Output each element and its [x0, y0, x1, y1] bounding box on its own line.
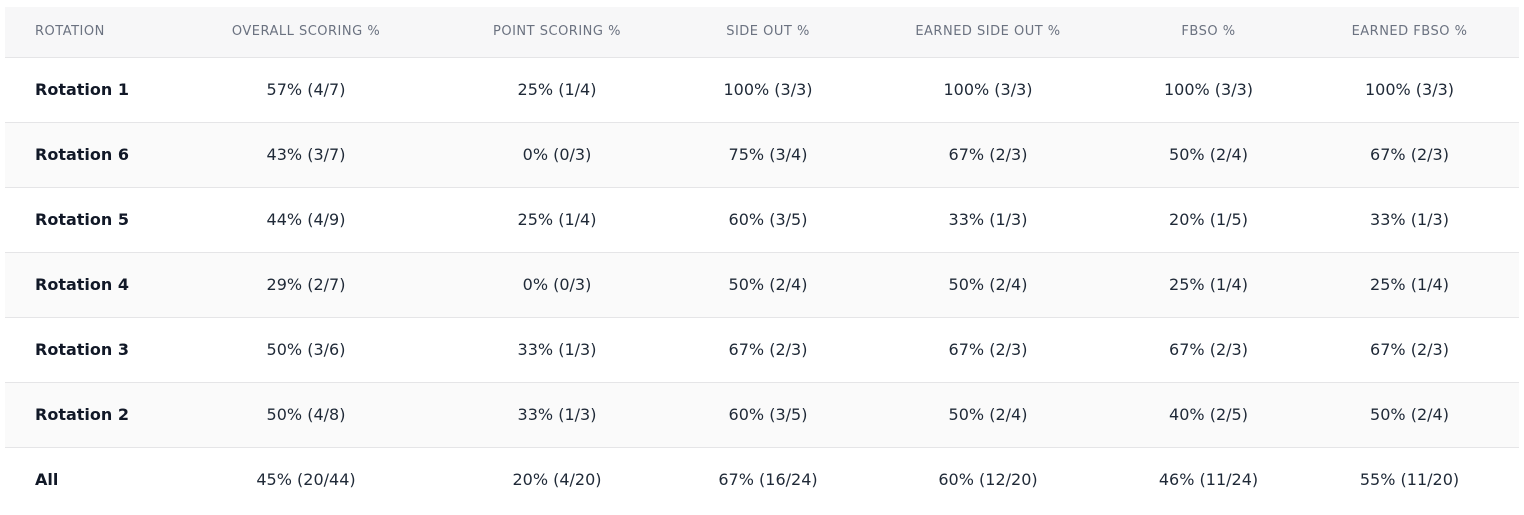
overall-scoring-cell: 50% (4/8) — [266, 405, 346, 424]
column-header-fbso[interactable]: FBSO % — [1181, 24, 1236, 40]
fbso-cell: 40% (2/5) — [1169, 405, 1248, 424]
column-header-point-scoring[interactable]: POINT SCORING % — [493, 24, 621, 40]
table-header: ROTATION OVERALL SCORING % POINT SCORING… — [5, 7, 1519, 57]
table-body: Rotation 1 57% (4/7) 25% (1/4) 100% (3/3… — [5, 57, 1519, 512]
side-out-cell: 50% (2/4) — [728, 275, 808, 294]
earned-side-out-cell: 100% (3/3) — [943, 80, 1033, 99]
rotation-label: Rotation 3 — [35, 340, 129, 359]
overall-scoring-cell: 44% (4/9) — [266, 210, 346, 229]
table-row: Rotation 6 43% (3/7) 0% (0/3) 75% (3/4) … — [5, 122, 1519, 187]
side-out-cell: 100% (3/3) — [723, 80, 813, 99]
earned-side-out-cell: 50% (2/4) — [948, 275, 1028, 294]
point-scoring-cell: 25% (1/4) — [517, 80, 597, 99]
side-out-cell: 60% (3/5) — [728, 210, 808, 229]
rotation-label: Rotation 5 — [35, 210, 129, 229]
column-header-earned-fbso[interactable]: EARNED FBSO % — [1351, 24, 1468, 40]
overall-scoring-cell: 57% (4/7) — [266, 80, 346, 99]
point-scoring-cell: 20% (4/20) — [512, 470, 602, 490]
fbso-cell: 50% (2/4) — [1169, 145, 1248, 164]
earned-fbso-cell: 33% (1/3) — [1370, 210, 1449, 229]
earned-side-out-cell: 50% (2/4) — [948, 405, 1028, 424]
table-row-total: All 45% (20/44) 20% (4/20) 67% (16/24) 6… — [5, 447, 1519, 512]
earned-side-out-cell: 33% (1/3) — [948, 210, 1028, 229]
rotation-label: Rotation 2 — [35, 405, 129, 424]
table-row: Rotation 4 29% (2/7) 0% (0/3) 50% (2/4) … — [5, 252, 1519, 317]
point-scoring-cell: 0% (0/3) — [522, 145, 592, 164]
table-row: Rotation 3 50% (3/6) 33% (1/3) 67% (2/3)… — [5, 317, 1519, 382]
earned-fbso-cell: 67% (2/3) — [1370, 340, 1449, 359]
overall-scoring-cell: 29% (2/7) — [266, 275, 346, 294]
side-out-cell: 67% (16/24) — [718, 470, 818, 490]
fbso-cell: 25% (1/4) — [1169, 275, 1248, 294]
table-row: Rotation 2 50% (4/8) 33% (1/3) 60% (3/5)… — [5, 382, 1519, 447]
earned-fbso-cell: 50% (2/4) — [1370, 405, 1449, 424]
side-out-cell: 67% (2/3) — [728, 340, 808, 359]
rotation-stats-table-container: ROTATION OVERALL SCORING % POINT SCORING… — [5, 7, 1519, 512]
column-header-rotation[interactable]: ROTATION — [35, 24, 105, 40]
earned-fbso-cell: 25% (1/4) — [1370, 275, 1449, 294]
rotation-label: All — [35, 470, 59, 490]
earned-fbso-cell: 55% (11/20) — [1359, 470, 1460, 490]
overall-scoring-cell: 45% (20/44) — [256, 470, 356, 490]
table-row: Rotation 5 44% (4/9) 25% (1/4) 60% (3/5)… — [5, 187, 1519, 252]
rotation-label: Rotation 6 — [35, 145, 129, 164]
overall-scoring-cell: 43% (3/7) — [266, 145, 346, 164]
point-scoring-cell: 33% (1/3) — [517, 340, 597, 359]
fbso-cell: 100% (3/3) — [1163, 80, 1254, 99]
earned-side-out-cell: 60% (12/20) — [938, 470, 1038, 490]
side-out-cell: 75% (3/4) — [728, 145, 808, 164]
earned-side-out-cell: 67% (2/3) — [948, 340, 1028, 359]
point-scoring-cell: 0% (0/3) — [522, 275, 592, 294]
overall-scoring-cell: 50% (3/6) — [266, 340, 346, 359]
earned-fbso-cell: 67% (2/3) — [1370, 145, 1449, 164]
fbso-cell: 20% (1/5) — [1169, 210, 1248, 229]
point-scoring-cell: 25% (1/4) — [517, 210, 597, 229]
side-out-cell: 60% (3/5) — [728, 405, 808, 424]
header-row: ROTATION OVERALL SCORING % POINT SCORING… — [5, 7, 1519, 57]
earned-fbso-cell: 100% (3/3) — [1364, 80, 1455, 99]
column-header-overall-scoring[interactable]: OVERALL SCORING % — [231, 24, 381, 40]
fbso-cell: 46% (11/24) — [1158, 470, 1259, 490]
earned-side-out-cell: 67% (2/3) — [948, 145, 1028, 164]
column-header-earned-side-out[interactable]: EARNED SIDE OUT % — [915, 24, 1061, 40]
table-row: Rotation 1 57% (4/7) 25% (1/4) 100% (3/3… — [5, 57, 1519, 122]
fbso-cell: 67% (2/3) — [1169, 340, 1248, 359]
column-header-side-out[interactable]: SIDE OUT % — [726, 24, 810, 40]
rotation-stats-table: ROTATION OVERALL SCORING % POINT SCORING… — [5, 7, 1519, 512]
rotation-label: Rotation 4 — [35, 275, 129, 294]
rotation-label: Rotation 1 — [35, 80, 129, 99]
point-scoring-cell: 33% (1/3) — [517, 405, 597, 424]
